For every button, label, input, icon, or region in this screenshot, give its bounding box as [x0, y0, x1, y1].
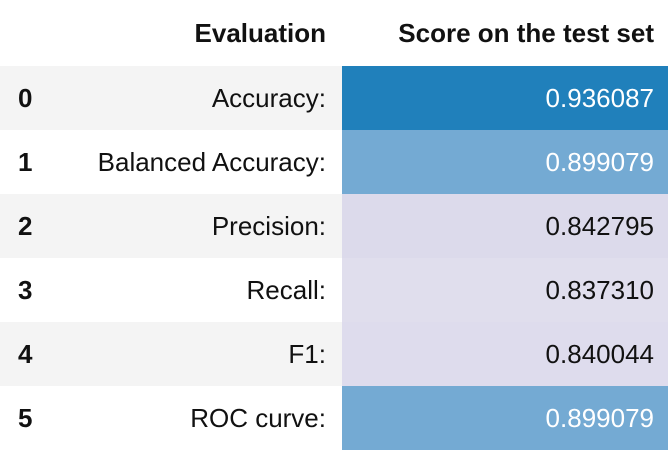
row-score: 0.842795 — [342, 194, 668, 258]
row-score: 0.899079 — [342, 130, 668, 194]
row-index: 0 — [0, 66, 47, 130]
table-row: 5 ROC curve: 0.899079 — [0, 386, 668, 450]
row-score: 0.840044 — [342, 322, 668, 386]
row-index: 1 — [0, 130, 47, 194]
row-evaluation: F1: — [47, 322, 342, 386]
header-index — [0, 0, 47, 66]
row-index: 4 — [0, 322, 47, 386]
row-evaluation: Precision: — [47, 194, 342, 258]
header-score: Score on the test set — [342, 0, 668, 66]
row-evaluation: Accuracy: — [47, 66, 342, 130]
row-evaluation: Balanced Accuracy: — [47, 130, 342, 194]
table-row: 2 Precision: 0.842795 — [0, 194, 668, 258]
row-score: 0.936087 — [342, 66, 668, 130]
table-row: 1 Balanced Accuracy: 0.899079 — [0, 130, 668, 194]
table-row: 4 F1: 0.840044 — [0, 322, 668, 386]
header-evaluation: Evaluation — [47, 0, 342, 66]
table-body: 0 Accuracy: 0.936087 1 Balanced Accuracy… — [0, 66, 668, 450]
row-index: 2 — [0, 194, 47, 258]
row-index: 3 — [0, 258, 47, 322]
row-score: 0.899079 — [342, 386, 668, 450]
table-row: 0 Accuracy: 0.936087 — [0, 66, 668, 130]
header-row: Evaluation Score on the test set — [0, 0, 668, 66]
row-index: 5 — [0, 386, 47, 450]
row-score: 0.837310 — [342, 258, 668, 322]
row-evaluation: Recall: — [47, 258, 342, 322]
row-evaluation: ROC curve: — [47, 386, 342, 450]
table-row: 3 Recall: 0.837310 — [0, 258, 668, 322]
table-header: Evaluation Score on the test set — [0, 0, 668, 66]
